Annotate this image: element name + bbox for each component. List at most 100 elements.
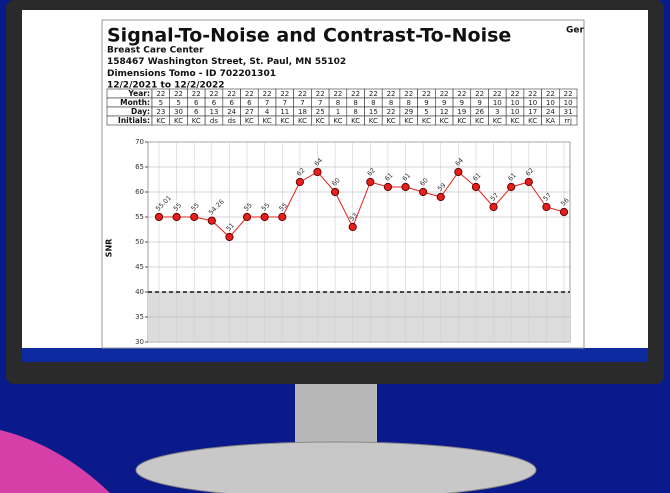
y-tick-label: 65 (135, 163, 144, 171)
table-cell-text: 24 (546, 108, 555, 116)
table-cell-text: 15 (369, 108, 378, 116)
table-cell-text: 6 (212, 99, 217, 107)
data-point (420, 188, 427, 195)
data-point (279, 213, 286, 220)
data-point (331, 188, 338, 195)
table-cell-text: 8 (336, 99, 340, 107)
table-cell-text: 13 (210, 108, 219, 116)
table-cell-text: 22 (263, 90, 272, 98)
table-cell-text: 22 (493, 90, 502, 98)
table-cell-text: 8 (371, 99, 375, 107)
table-cell-text: KC (528, 117, 537, 125)
table-cell-text: 26 (475, 108, 484, 116)
table-cell-text: KC (351, 117, 360, 125)
table-cell-text: 22 (440, 90, 449, 98)
table-cell-text: 9 (424, 99, 428, 107)
table-cell-text: 22 (333, 90, 342, 98)
data-point (367, 178, 374, 185)
data-point (402, 183, 409, 190)
monitor-base (136, 442, 536, 493)
table-cell-text: KA (546, 117, 555, 125)
table-cell-text: 29 (404, 108, 413, 116)
table-cell-text: KC (369, 117, 378, 125)
subtitle-line: Dimensions Tomo - ID 702201301 (107, 69, 276, 79)
table-cell-text: KC (192, 117, 201, 125)
table-cell-text: 22 (387, 90, 396, 98)
table-cell-text: 22 (156, 90, 165, 98)
table-cell-text: 23 (156, 108, 165, 116)
table-cell-text: 22 (298, 90, 307, 98)
data-point (261, 213, 268, 220)
table-cell-text: rrj (564, 117, 572, 125)
y-tick-label: 55 (135, 213, 144, 221)
data-point (455, 168, 462, 175)
table-cell-text: KC (475, 117, 484, 125)
table-cell-text: KC (440, 117, 449, 125)
monitor-neck (295, 378, 377, 448)
report-title: Signal-To-Noise and Contrast-To-Noise (107, 25, 511, 47)
table-cell-text: 7 (283, 99, 287, 107)
table-cell-text: 9 (477, 99, 481, 107)
y-tick-label: 40 (135, 288, 144, 296)
y-tick-label: 50 (135, 238, 144, 246)
table-cell-text: 22 (564, 90, 573, 98)
table-row-label: Initials: (118, 116, 150, 125)
data-point (243, 213, 250, 220)
table-cell-text: 7 (265, 99, 269, 107)
table-cell-text: 22 (457, 90, 466, 98)
data-point (560, 208, 567, 215)
table-row-label: Day: (131, 107, 150, 116)
table-cell-text: 31 (564, 108, 573, 116)
table-cell-text: 22 (422, 90, 431, 98)
table-cell-text: KC (316, 117, 325, 125)
corner-text: Ger (566, 26, 584, 36)
table-cell-text: KC (422, 117, 431, 125)
table-cell-text: 22 (192, 90, 201, 98)
table-row-label: Year: (127, 89, 150, 98)
table-cell-text: 9 (460, 99, 464, 107)
data-point (525, 178, 532, 185)
table-cell-text: ds (228, 117, 236, 125)
table-cell-text: 8 (407, 99, 411, 107)
y-tick-label: 45 (135, 263, 144, 271)
table-cell-text: 8 (353, 108, 357, 116)
table-cell-text: KC (404, 117, 413, 125)
data-point (490, 203, 497, 210)
data-point (173, 213, 180, 220)
table-cell-text: 5 (176, 99, 180, 107)
table-cell-text: 10 (546, 99, 555, 107)
subtitle-line: Breast Care Center (107, 46, 204, 56)
table-cell-text: 9 (442, 99, 446, 107)
table-cell-text: 22 (210, 90, 219, 98)
table-cell-text: KC (298, 117, 307, 125)
table-cell-text: 22 (351, 90, 360, 98)
table-cell-text: 22 (387, 108, 396, 116)
table-cell-text: KC (333, 117, 342, 125)
table-cell-text: KC (263, 117, 272, 125)
y-tick-label: 35 (135, 313, 144, 321)
table-cell-text: 7 (318, 99, 322, 107)
data-point (208, 217, 215, 224)
decoration-swoosh (0, 430, 110, 493)
table-cell-text: 24 (227, 108, 236, 116)
table-cell-text: 4 (265, 108, 270, 116)
table-cell-text: ds (210, 117, 218, 125)
data-point (314, 168, 321, 175)
table-cell-text: 6 (194, 99, 199, 107)
table-cell-text: 25 (316, 108, 325, 116)
table-cell-text: 8 (353, 99, 357, 107)
table-cell-text: 10 (528, 99, 537, 107)
screenshot: Signal-To-Noise and Contrast-To-Noise Ge… (0, 0, 670, 493)
table-cell-text: 30 (174, 108, 183, 116)
table-cell-text: 10 (493, 99, 502, 107)
table-cell-text: KC (493, 117, 502, 125)
table-cell-text: 5 (424, 108, 428, 116)
table-cell-text: 5 (159, 99, 163, 107)
table-cell-text: KC (510, 117, 519, 125)
table-cell-text: 6 (247, 99, 252, 107)
y-tick-label: 70 (135, 138, 144, 146)
table-cell-text: 22 (245, 90, 254, 98)
table-cell-text: KC (174, 117, 183, 125)
table-cell-text: 6 (229, 99, 234, 107)
data-point (437, 193, 444, 200)
